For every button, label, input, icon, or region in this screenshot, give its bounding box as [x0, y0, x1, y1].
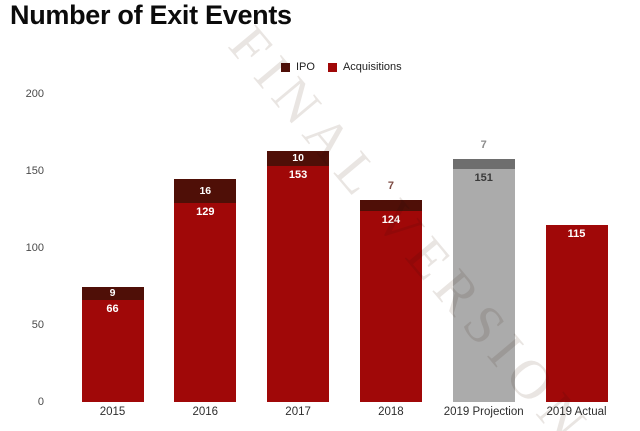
legend-label: Acquisitions: [342, 61, 402, 73]
legend-swatch-acquisitions: [327, 62, 337, 72]
x-tick-label: 2019 Projection: [443, 406, 524, 418]
x-tick-label: 2016: [192, 406, 219, 418]
acquisitions-value-label: 115: [567, 227, 586, 240]
ipo-value-label: 16: [199, 184, 212, 197]
acquisitions-value-label: 66: [106, 303, 119, 316]
y-tick-label: 0: [37, 396, 44, 408]
legend-swatch-ipo: [281, 62, 290, 72]
ipo-value-label: 10: [292, 152, 304, 165]
bar-segment-acquisitions-2019-projection: [452, 169, 515, 402]
legend-item-ipo: IPO: [281, 61, 315, 73]
ipo-value-label: 7: [387, 180, 394, 193]
x-tick-label: 2018: [378, 406, 404, 418]
y-tick-label: 150: [25, 165, 44, 177]
chart-legend: IPO Acquisitions: [281, 61, 402, 73]
bar-segment-ipo-2016: [174, 178, 237, 204]
y-tick-label: 50: [31, 319, 44, 331]
bar-segment-ipo-2019-projection: [452, 158, 515, 170]
bar-segment-acquisitions-2015: [81, 300, 144, 402]
chart-title: Number of Exit Events: [10, 0, 292, 30]
legend-label: IPO: [296, 61, 315, 73]
acquisitions-value-label: 124: [381, 214, 401, 227]
bar-segment-acquisitions-2016: [174, 203, 237, 402]
ipo-value-label: 9: [109, 286, 116, 299]
bar-segment-acquisitions-2018: [359, 211, 422, 402]
bar-segment-acquisitions-2019-actual: [545, 224, 608, 402]
bar-segment-ipo-2017: [267, 150, 330, 167]
acquisitions-value-label: 129: [196, 206, 215, 219]
x-tick-label: 2019 Actual: [546, 406, 607, 418]
x-tick-label: 2017: [285, 406, 311, 418]
bar-segment-acquisitions-2017: [267, 166, 330, 402]
x-tick-label: 2015: [99, 406, 126, 418]
bar-segment-ipo-2018: [359, 200, 422, 212]
bar-segment-ipo-2015: [81, 286, 144, 301]
ipo-value-label: 7: [480, 138, 487, 151]
legend-item-acquisitions: Acquisitions: [327, 61, 402, 73]
y-tick-label: 200: [25, 88, 44, 100]
y-tick-label: 100: [25, 242, 44, 254]
acquisitions-value-label: 151: [474, 172, 493, 185]
acquisitions-value-label: 153: [288, 169, 308, 182]
